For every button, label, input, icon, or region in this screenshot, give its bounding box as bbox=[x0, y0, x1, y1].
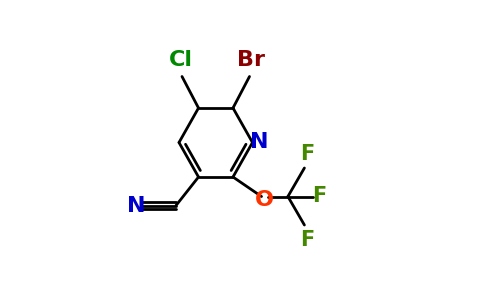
Text: Br: Br bbox=[237, 50, 265, 70]
Text: O: O bbox=[255, 190, 273, 210]
Text: F: F bbox=[300, 143, 314, 164]
Text: N: N bbox=[127, 196, 145, 215]
Text: F: F bbox=[300, 230, 314, 250]
Text: Cl: Cl bbox=[168, 50, 193, 70]
Text: N: N bbox=[250, 133, 268, 152]
Text: F: F bbox=[312, 187, 326, 206]
